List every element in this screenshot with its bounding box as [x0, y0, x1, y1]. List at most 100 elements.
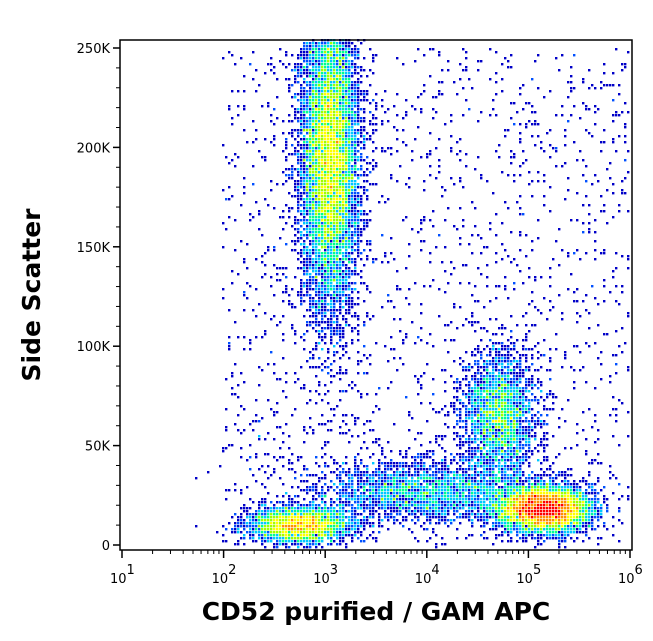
density-cell: [471, 408, 474, 411]
density-cell: [288, 507, 291, 510]
density-cell: [315, 303, 318, 306]
density-cell: [339, 144, 342, 147]
density-cell: [474, 471, 477, 474]
density-cell: [591, 507, 594, 510]
density-cell: [333, 510, 336, 513]
density-cell: [357, 528, 360, 531]
density-cell: [333, 321, 336, 324]
density-cell: [477, 387, 480, 390]
density-cell: [483, 441, 486, 444]
density-cell: [348, 42, 351, 45]
density-cell: [381, 498, 384, 501]
density-cell: [480, 504, 483, 507]
density-cell: [327, 240, 330, 243]
density-cell: [492, 405, 495, 408]
density-cell: [300, 171, 303, 174]
density-cell: [468, 504, 471, 507]
density-cell: [309, 204, 312, 207]
density-cell: [357, 51, 360, 54]
density-cell: [285, 525, 288, 528]
density-cell: [345, 282, 348, 285]
density-cell: [354, 141, 357, 144]
density-cell: [354, 219, 357, 222]
density-cell: [291, 504, 294, 507]
density-cell: [342, 129, 345, 132]
density-cell: [390, 477, 393, 480]
density-cell: [462, 453, 465, 456]
density-cell: [498, 426, 501, 429]
density-cell: [531, 381, 534, 384]
density-cell: [309, 297, 312, 300]
density-cell: [540, 489, 543, 492]
density-cell: [297, 81, 300, 84]
density-cell: [588, 519, 591, 522]
density-cell: [486, 354, 489, 357]
density-cell: [300, 243, 303, 246]
density-cell: [528, 348, 531, 351]
density-cell: [525, 486, 528, 489]
density-cell: [336, 291, 339, 294]
density-cell: [363, 90, 366, 93]
density-cell: [570, 537, 573, 540]
density-cell: [309, 525, 312, 528]
density-cell: [315, 72, 318, 75]
density-cell: [471, 465, 474, 468]
density-cell: [276, 459, 279, 462]
density-cell: [462, 441, 465, 444]
density-cell: [309, 99, 312, 102]
density-cell: [321, 84, 324, 87]
density-cell: [528, 531, 531, 534]
density-cell: [330, 480, 333, 483]
density-cell: [483, 531, 486, 534]
density-cell: [300, 297, 303, 300]
density-cell: [336, 321, 339, 324]
density-cell: [465, 369, 468, 372]
density-cell: [543, 504, 546, 507]
density-cell: [357, 123, 360, 126]
density-cell: [294, 216, 297, 219]
density-cell: [513, 420, 516, 423]
density-cell: [561, 489, 564, 492]
density-cell: [501, 396, 504, 399]
density-cell: [387, 489, 390, 492]
density-cell: [318, 519, 321, 522]
density-cell: [519, 396, 522, 399]
density-cell: [447, 351, 450, 354]
density-cell: [303, 138, 306, 141]
density-cell: [444, 390, 447, 393]
density-cell: [516, 408, 519, 411]
density-cell: [486, 402, 489, 405]
density-cell: [306, 138, 309, 141]
density-cell: [300, 75, 303, 78]
density-cell: [318, 51, 321, 54]
density-cell: [315, 210, 318, 213]
density-cell: [255, 480, 258, 483]
density-cell: [579, 507, 582, 510]
density-cell: [510, 495, 513, 498]
density-cell: [384, 462, 387, 465]
density-cell: [372, 486, 375, 489]
density-cell: [339, 534, 342, 537]
density-cell: [240, 519, 243, 522]
density-cell: [342, 165, 345, 168]
density-cell: [360, 135, 363, 138]
density-cell: [519, 366, 522, 369]
density-cell: [324, 129, 327, 132]
density-cell: [354, 69, 357, 72]
density-cell: [528, 510, 531, 513]
density-cell: [330, 540, 333, 543]
density-cell: [495, 396, 498, 399]
density-cell: [249, 528, 252, 531]
density-cell: [360, 201, 363, 204]
density-cell: [297, 237, 300, 240]
density-cell: [345, 543, 348, 546]
density-cell: [510, 372, 513, 375]
density-cell: [468, 477, 471, 480]
density-cell: [315, 276, 318, 279]
density-cell: [528, 381, 531, 384]
density-cell: [327, 42, 330, 45]
density-cell: [318, 288, 321, 291]
density-cell: [567, 528, 570, 531]
density-cell: [339, 258, 342, 261]
density-cell: [456, 435, 459, 438]
